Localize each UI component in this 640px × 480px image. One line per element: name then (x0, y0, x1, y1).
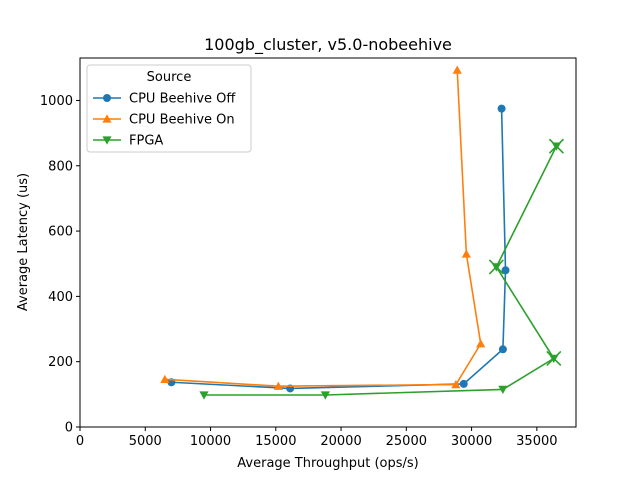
legend-entry-2: CPU Beehive On (93, 113, 235, 128)
y-tick-label: 0 (65, 421, 73, 436)
data-point (452, 65, 462, 74)
x-tick-label: 0 (76, 434, 84, 449)
data-point (498, 345, 507, 354)
x-marker (546, 350, 562, 366)
y-tick-label: 600 (48, 225, 73, 240)
data-point (498, 385, 508, 395)
legend-title: Source (147, 70, 192, 85)
x-tick-label: 5000 (129, 434, 162, 449)
series-2 (160, 65, 486, 390)
data-point (320, 391, 330, 400)
legend-label: CPU Beehive On (129, 113, 235, 128)
y-tick-label: 400 (48, 290, 73, 305)
y-tick-label: 200 (48, 355, 73, 370)
x-tick-label: 10000 (190, 434, 231, 449)
legend-entry-1: CPU Beehive Off (93, 92, 236, 107)
x-marker (488, 259, 504, 275)
x-tick-label: 30000 (451, 434, 492, 449)
series-line (164, 70, 482, 387)
x-axis-label: Average Throughput (ops/s) (237, 456, 418, 471)
legend-swatch-marker (102, 136, 112, 145)
data-point (459, 379, 468, 388)
series-line (171, 108, 507, 390)
data-point (497, 104, 506, 113)
legend-entry-3: FPGA (93, 134, 163, 149)
legend-swatch-marker (102, 114, 112, 123)
data-point (476, 339, 486, 348)
y-tick-label: 800 (48, 159, 73, 174)
plot-frame (79, 57, 577, 428)
plot-area (160, 65, 564, 400)
x-tick-label: 15000 (255, 434, 296, 449)
y-tick-label: 1000 (40, 94, 73, 109)
legend-label: FPGA (129, 134, 163, 149)
data-point (451, 379, 461, 389)
chart-title: 100gb_cluster, v5.0-nobeehive (204, 35, 452, 55)
data-point (199, 391, 209, 400)
legend-label: CPU Beehive Off (129, 92, 236, 107)
series-3 (199, 138, 564, 400)
axes: 0 5000 10000 15000 20000 25000 30000 35000 0 200 4… (40, 57, 577, 449)
legend-swatch-marker (103, 94, 111, 102)
y-axis-label: Average Latency (us) (16, 173, 31, 311)
x-tick-label: 25000 (386, 434, 427, 449)
series-line (204, 145, 558, 396)
series-1 (167, 104, 510, 393)
data-point (501, 266, 510, 275)
data-point (273, 381, 283, 390)
legend: Source CPU Beehive Off CPU Beehive On FPGA (86, 64, 252, 153)
x-marker (548, 138, 564, 154)
data-point (160, 374, 170, 384)
x-tick-label: 35000 (516, 434, 557, 449)
data-point (461, 249, 471, 258)
legend-box (86, 64, 252, 153)
x-tick-label: 20000 (320, 434, 361, 449)
